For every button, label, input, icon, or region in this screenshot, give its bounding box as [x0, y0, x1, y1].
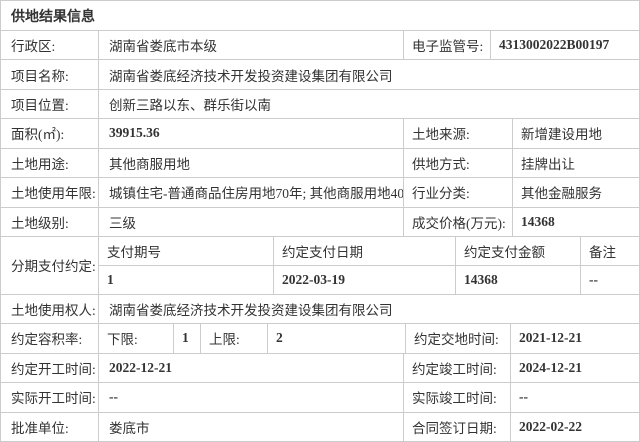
payment-no-value: 1 [99, 265, 274, 294]
e-supervision-value: 4313002022B00197 [499, 37, 610, 53]
row-term-industry: 土地使用年限: 城镇住宅-普通商品住房用地70年; 其他商服用地40年; 行业分… [1, 178, 639, 208]
delivery-time-value: 2021-12-21 [519, 330, 582, 346]
approval-unit-value: 娄底市 [99, 412, 404, 441]
land-user-value: 湖南省娄底经济技术开发投资建设集团有限公司 [109, 303, 393, 319]
actual-finish-value: -- [519, 389, 528, 405]
payment-remark-header: 备注 [589, 244, 616, 260]
payment-remark-value: -- [589, 271, 598, 287]
deal-price-label: 成交价格(万元): [404, 207, 513, 236]
row-agreed-times: 约定开工时间: 2022-12-21 约定竣工时间: 2024-12-21 [1, 353, 639, 384]
row-grade-price: 土地级别: 三级 成交价格(万元): 14368 [1, 207, 639, 237]
row-area-source: 面积(㎡): 39915.36 土地来源: 新增建设用地 [1, 119, 639, 149]
delivery-time-label: 约定交地时间: [406, 324, 511, 353]
land-use-term-value: 城镇住宅-普通商品住房用地70年; 其他商服用地40年; [99, 178, 404, 207]
agreed-start-value: 2022-12-21 [99, 353, 404, 383]
supply-method-label: 供地方式: [404, 148, 513, 178]
admin-region-value: 湖南省娄底市本级 [99, 31, 404, 60]
land-user-label: 土地使用权人: [1, 294, 99, 324]
row-actual-times: 实际开工时间: -- 实际竣工时间: -- [1, 383, 639, 413]
project-name-value: 湖南省娄底经济技术开发投资建设集团有限公司 [109, 68, 393, 84]
payment-no-header: 支付期号 [99, 236, 274, 265]
row-project-location: 项目位置: 创新三路以东、群乐街以南 [1, 89, 639, 120]
agreed-finish-value: 2024-12-21 [519, 359, 582, 375]
project-name-label: 项目名称: [1, 60, 99, 89]
supply-method-value: 挂牌出让 [521, 156, 575, 172]
payment-amount-header: 约定支付金额 [456, 236, 581, 265]
row-project-name: 项目名称: 湖南省娄底经济技术开发投资建设集团有限公司 [1, 60, 639, 90]
contract-date-value: 2022-02-22 [519, 418, 582, 434]
land-grade-label: 土地级别: [1, 207, 99, 236]
installment-data-row: 1 2022-03-19 14368 -- [99, 265, 639, 294]
plot-ratio-upper-label: 上限: [201, 324, 268, 353]
land-source-value: 新增建设用地 [521, 127, 602, 143]
agreed-finish-label: 约定竣工时间: [404, 353, 511, 383]
plot-ratio-label: 约定容积率: [1, 324, 99, 353]
installment-header-row: 支付期号 约定支付日期 约定支付金额 备注 [99, 236, 639, 266]
plot-ratio-lower-value: 1 [174, 324, 201, 353]
area-label: 面积(㎡): [1, 119, 99, 148]
row-admin-region: 行政区: 湖南省娄底市本级 电子监管号: 4313002022B00197 [1, 31, 639, 61]
row-approval-contract: 批准单位: 娄底市 合同签订日期: 2022-02-22 [1, 412, 639, 441]
table-title: 供地结果信息 [1, 1, 639, 31]
project-location-label: 项目位置: [1, 89, 99, 119]
land-grade-value: 三级 [99, 207, 404, 236]
contract-date-label: 合同签订日期: [404, 412, 511, 441]
payment-date-header: 约定支付日期 [274, 236, 456, 265]
land-source-label: 土地来源: [404, 119, 513, 148]
row-plot-ratio-delivery: 约定容积率: 下限: 1 上限: 2 约定交地时间: 2021-12-21 [1, 324, 639, 354]
land-use-term-label: 土地使用年限: [1, 178, 99, 207]
e-supervision-label: 电子监管号: [404, 31, 491, 60]
area-value: 39915.36 [99, 119, 404, 148]
row-use-method: 土地用途: 其他商服用地 供地方式: 挂牌出让 [1, 148, 639, 179]
project-location-value: 创新三路以东、群乐街以南 [109, 98, 271, 114]
land-use-label: 土地用途: [1, 148, 99, 178]
row-land-user: 土地使用权人: 湖南省娄底经济技术开发投资建设集团有限公司 [1, 294, 639, 325]
actual-start-label: 实际开工时间: [1, 383, 99, 412]
plot-ratio-upper-value: 2 [268, 324, 406, 353]
actual-finish-label: 实际竣工时间: [404, 383, 511, 412]
deal-price-value: 14368 [521, 213, 555, 229]
actual-start-value: -- [99, 383, 404, 412]
approval-unit-label: 批准单位: [1, 412, 99, 441]
land-use-value: 其他商服用地 [99, 148, 404, 178]
payment-amount-value: 14368 [456, 265, 581, 294]
industry-category-value: 其他金融服务 [521, 186, 602, 202]
payment-date-value: 2022-03-19 [274, 265, 456, 294]
industry-category-label: 行业分类: [404, 178, 513, 207]
row-installment-payment: 分期支付约定: 支付期号 约定支付日期 约定支付金额 备注 1 2022-03-… [1, 236, 639, 295]
plot-ratio-lower-label: 下限: [99, 324, 174, 353]
agreed-start-label: 约定开工时间: [1, 353, 99, 383]
installment-label: 分期支付约定: [1, 236, 99, 294]
admin-region-label: 行政区: [1, 31, 99, 60]
